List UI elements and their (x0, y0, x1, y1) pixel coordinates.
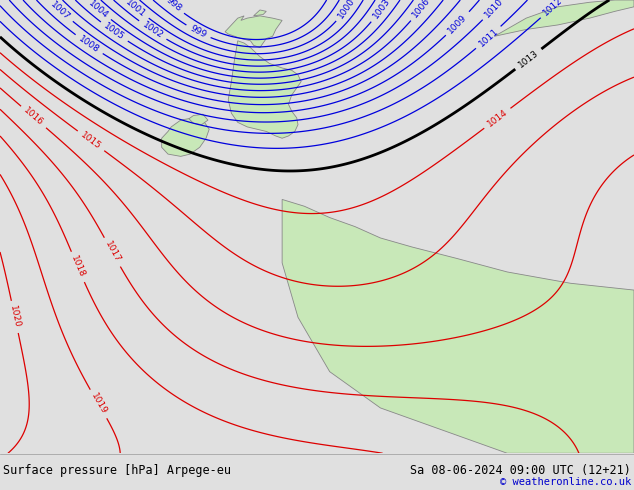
Text: 1020: 1020 (8, 305, 22, 329)
Text: 998: 998 (164, 0, 183, 14)
Text: Sa 08-06-2024 09:00 UTC (12+21): Sa 08-06-2024 09:00 UTC (12+21) (410, 464, 631, 477)
Text: 1001: 1001 (124, 0, 148, 19)
Text: 1013: 1013 (517, 49, 540, 70)
Text: 1018: 1018 (69, 255, 86, 279)
Text: Surface pressure [hPa] Arpege-eu: Surface pressure [hPa] Arpege-eu (3, 464, 231, 477)
Polygon shape (254, 10, 266, 16)
Text: 1000: 1000 (336, 0, 356, 20)
Text: 1005: 1005 (102, 22, 126, 42)
Text: 1008: 1008 (77, 34, 101, 55)
Text: 1004: 1004 (87, 0, 110, 20)
Text: 1014: 1014 (486, 108, 509, 129)
Text: 1017: 1017 (103, 240, 122, 265)
Text: © weatheronline.co.uk: © weatheronline.co.uk (500, 477, 631, 487)
Text: 1002: 1002 (141, 20, 165, 41)
Text: 1019: 1019 (89, 392, 108, 416)
Polygon shape (495, 0, 634, 36)
Text: 1007: 1007 (49, 0, 72, 22)
Text: 1010: 1010 (483, 0, 505, 19)
Text: 1011: 1011 (477, 26, 500, 49)
Polygon shape (282, 199, 634, 453)
Polygon shape (162, 118, 209, 156)
Polygon shape (189, 114, 208, 124)
Text: 999: 999 (188, 24, 208, 40)
Text: 1003: 1003 (371, 0, 392, 21)
Text: 1009: 1009 (446, 12, 469, 35)
Polygon shape (228, 41, 301, 138)
Text: 1015: 1015 (79, 130, 103, 151)
Polygon shape (225, 16, 282, 48)
Text: 1006: 1006 (411, 0, 432, 20)
Text: 1016: 1016 (22, 106, 45, 128)
Text: 1012: 1012 (541, 0, 564, 18)
